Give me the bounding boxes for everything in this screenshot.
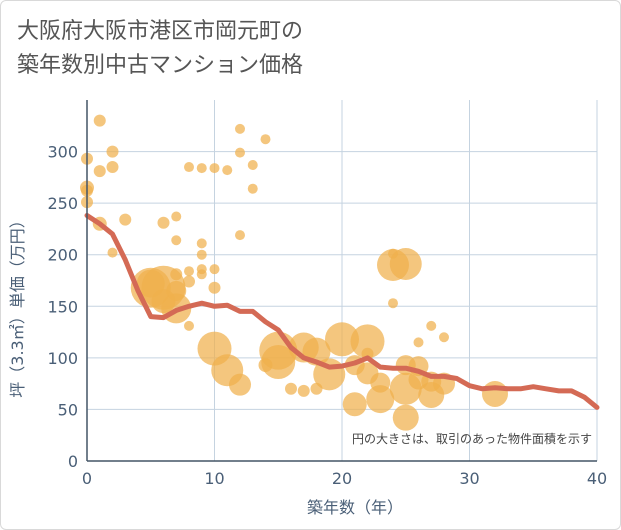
bubble — [184, 320, 194, 331]
bubble — [370, 372, 391, 393]
average-price-line — [84, 213, 600, 410]
bubble — [247, 159, 258, 170]
bubble — [208, 281, 221, 294]
bubble — [413, 337, 424, 348]
y-tick-label: 300 — [47, 143, 78, 162]
bubble — [196, 238, 207, 249]
x-tick-label: 40 — [587, 469, 607, 488]
bubble — [229, 373, 251, 396]
x-tick-label: 20 — [332, 469, 352, 488]
bubble — [171, 211, 182, 222]
bubble-series — [80, 114, 508, 431]
bubble — [439, 332, 449, 343]
bubble — [184, 266, 194, 277]
tick-labels: 0 50 100 150 200 250 300 0 10 20 30 40 — [47, 143, 607, 488]
bubble — [184, 162, 194, 173]
y-tick-label: 50 — [58, 400, 78, 419]
y-tick-label: 0 — [68, 452, 78, 471]
bubble — [325, 322, 359, 357]
bubble — [426, 320, 437, 331]
bubble — [196, 249, 207, 260]
y-tick-label: 250 — [47, 194, 78, 213]
bubble — [93, 165, 106, 178]
trend-line — [84, 213, 600, 410]
x-axis-label: 築年数（年） — [307, 498, 403, 517]
bubble — [171, 235, 182, 246]
y-tick-label: 150 — [47, 297, 78, 316]
bubble-size-note: 円の大きさは、取引のあった物件面積を示す — [352, 431, 592, 446]
bubble — [482, 380, 508, 407]
bubble — [350, 324, 385, 359]
bubble — [366, 385, 395, 414]
bubble — [389, 247, 422, 280]
bubble — [342, 392, 367, 417]
title-line-2: 築年数別中古マンション価格 — [17, 53, 304, 78]
bubble — [183, 275, 195, 288]
bubble — [157, 216, 170, 229]
bubble — [392, 404, 419, 431]
bubble — [388, 298, 398, 309]
bubble — [260, 134, 271, 145]
bubble — [106, 145, 119, 158]
y-axis-label: 坪（3.3㎡）単価（万円） — [8, 212, 27, 397]
bubble — [285, 382, 297, 395]
bubble — [119, 213, 132, 226]
axes — [86, 100, 597, 462]
title-line-1: 大阪府大阪市港区市岡元町の — [17, 19, 304, 44]
bubble — [106, 161, 119, 174]
bubble — [196, 269, 207, 280]
bubble — [222, 165, 233, 176]
x-tick-label: 10 — [204, 469, 224, 488]
bubble — [209, 163, 220, 174]
bubble — [235, 123, 245, 134]
bubble — [196, 163, 207, 174]
bubble — [235, 230, 245, 241]
chart-title: 大阪府大阪市港区市岡元町の 築年数別中古マンション価格 — [17, 15, 303, 83]
x-tick-label: 0 — [82, 469, 92, 488]
y-tick-label: 100 — [47, 349, 78, 368]
bubble — [209, 264, 220, 275]
bubble — [107, 247, 118, 258]
bubble — [235, 147, 245, 158]
bubble — [247, 183, 258, 194]
bubble — [170, 268, 183, 281]
bubble — [93, 114, 106, 127]
bubble — [297, 384, 310, 397]
y-tick-label: 200 — [47, 246, 78, 265]
x-tick-label: 30 — [459, 469, 479, 488]
bubble — [166, 280, 187, 301]
